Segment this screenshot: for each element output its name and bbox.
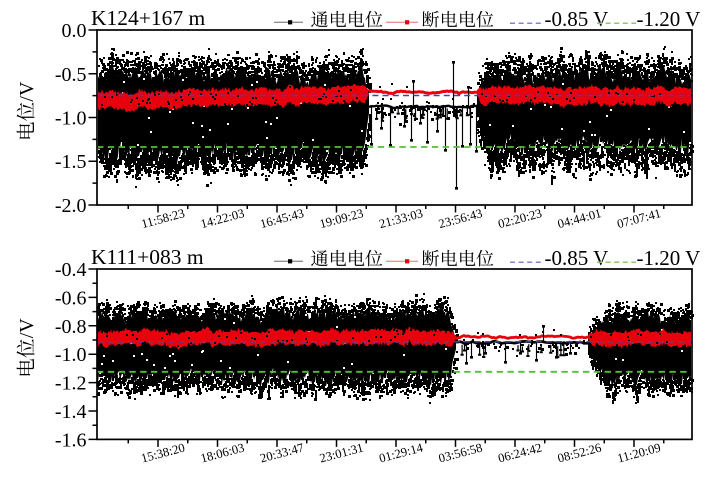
- svg-text:-1.0: -1.0: [55, 108, 87, 130]
- svg-text:-0.85 V: -0.85 V: [545, 246, 609, 270]
- svg-text:K111+083 m: K111+083 m: [91, 245, 204, 269]
- svg-text:-1.2: -1.2: [55, 373, 87, 395]
- svg-text:-1.6: -1.6: [55, 429, 87, 451]
- svg-text:-1.0: -1.0: [55, 344, 87, 366]
- svg-text:-0.5: -0.5: [55, 64, 87, 86]
- svg-text:-2.0: -2.0: [55, 195, 87, 217]
- svg-text:-1.20 V: -1.20 V: [637, 246, 701, 270]
- svg-text:/V: /V: [16, 81, 38, 102]
- svg-text:-0.8: -0.8: [55, 316, 87, 338]
- svg-text:0.0: 0.0: [62, 20, 87, 42]
- svg-text:-0.4: -0.4: [55, 259, 87, 281]
- svg-text:-0.6: -0.6: [55, 287, 87, 309]
- svg-text:-1.4: -1.4: [55, 401, 87, 423]
- svg-text:-0.85 V: -0.85 V: [545, 7, 609, 31]
- svg-text:-1.20 V: -1.20 V: [637, 7, 701, 31]
- svg-text:/V: /V: [16, 318, 38, 339]
- svg-text:-1.5: -1.5: [55, 151, 87, 173]
- svg-text:K124+167 m: K124+167 m: [91, 6, 206, 30]
